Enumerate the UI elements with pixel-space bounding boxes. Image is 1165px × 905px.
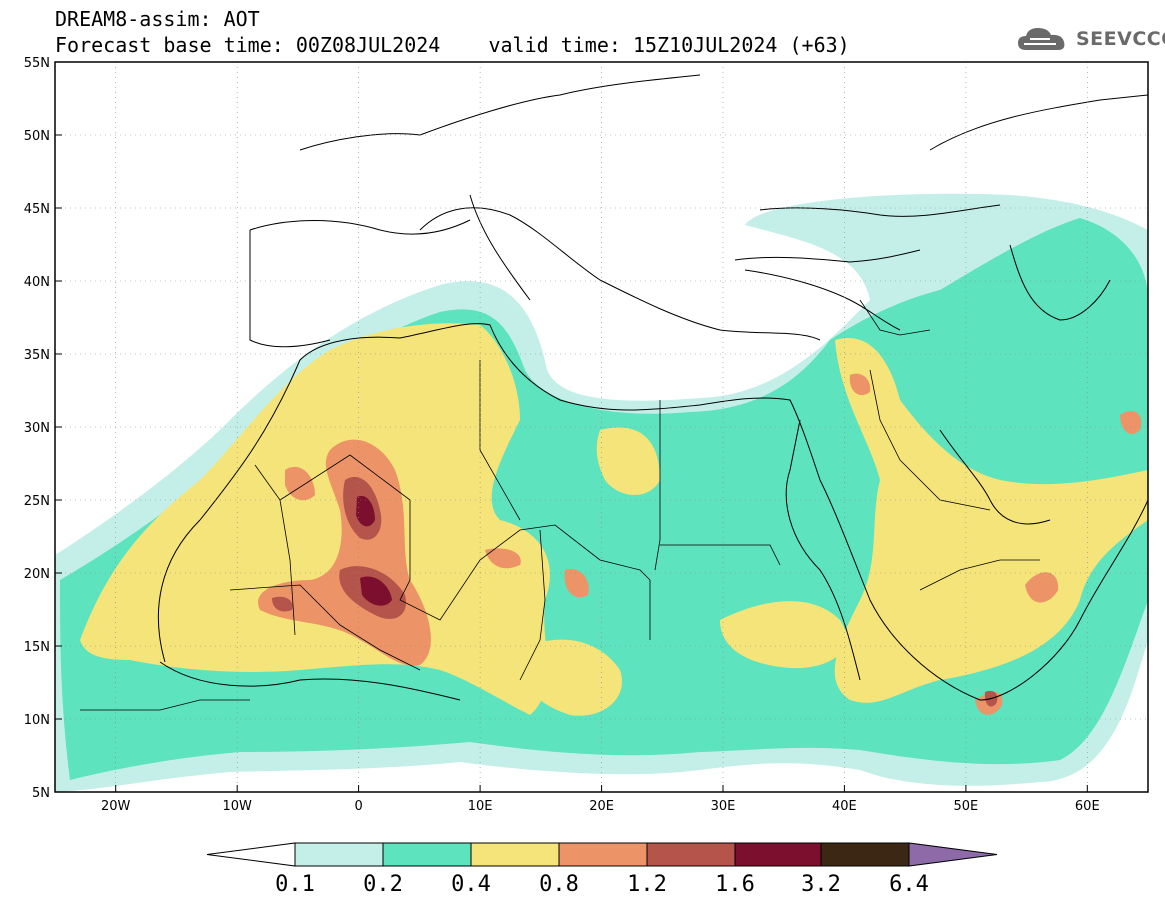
lon-label: 20W <box>101 799 131 814</box>
lat-labels: 55N 50N 45N 40N 35N 30N 25N 20N 15N 10N … <box>24 56 50 801</box>
aot-band-0.4-sahel-east <box>720 601 847 669</box>
lat-label: 50N <box>24 129 50 144</box>
lon-label: 40E <box>832 799 857 814</box>
lon-label: 60E <box>1075 799 1100 814</box>
aot-band-0.8-5 <box>849 373 871 396</box>
lon-label: 30E <box>711 799 736 814</box>
aot-band-1.6-2 <box>360 576 392 606</box>
lon-label: 50E <box>954 799 979 814</box>
cloud-icon <box>1018 28 1065 50</box>
coastlines <box>157 74 1148 701</box>
lat-label: 40N <box>24 275 50 290</box>
forecast-time-info: Forecast base time: 00Z08JUL2024 valid t… <box>55 33 850 57</box>
lat-label: 20N <box>24 567 50 582</box>
logo-text: SEEVCCC <box>1076 28 1165 50</box>
lat-label: 10N <box>24 713 50 728</box>
lat-label: 5N <box>32 786 50 801</box>
aot-band-0.8-8 <box>1120 410 1142 435</box>
lat-label: 35N <box>24 348 50 363</box>
lat-label: 15N <box>24 640 50 655</box>
gridlines <box>55 62 1148 792</box>
lon-label: 20E <box>589 799 614 814</box>
aot-band-0.4-libya <box>596 427 660 495</box>
tick-marks <box>55 61 1088 793</box>
aot-band-0.8-4 <box>564 569 589 598</box>
lon-label: 10E <box>468 799 493 814</box>
aot-band-1.2-3 <box>272 596 293 612</box>
lat-label: 30N <box>24 421 50 436</box>
lat-label: 25N <box>24 494 50 509</box>
aot-band-0.4-arabia <box>834 338 1148 703</box>
lon-label: 0 <box>354 799 362 814</box>
lat-label: 45N <box>24 202 50 217</box>
lat-label: 55N <box>24 56 50 71</box>
lon-labels: 20W 10W 0 10E 20E 30E 40E 50E 60E <box>101 799 1100 814</box>
aot-band-0.8-6 <box>1025 572 1059 603</box>
map-title: DREAM8-assim: AOT <box>55 7 260 31</box>
aot-band-0.8-3 <box>485 548 521 569</box>
aot-band-0.4-sahara <box>80 323 550 715</box>
lon-label: 10W <box>222 799 252 814</box>
aot-band-0.4-sudan <box>520 639 622 716</box>
aot-band-1.6 <box>356 495 375 527</box>
